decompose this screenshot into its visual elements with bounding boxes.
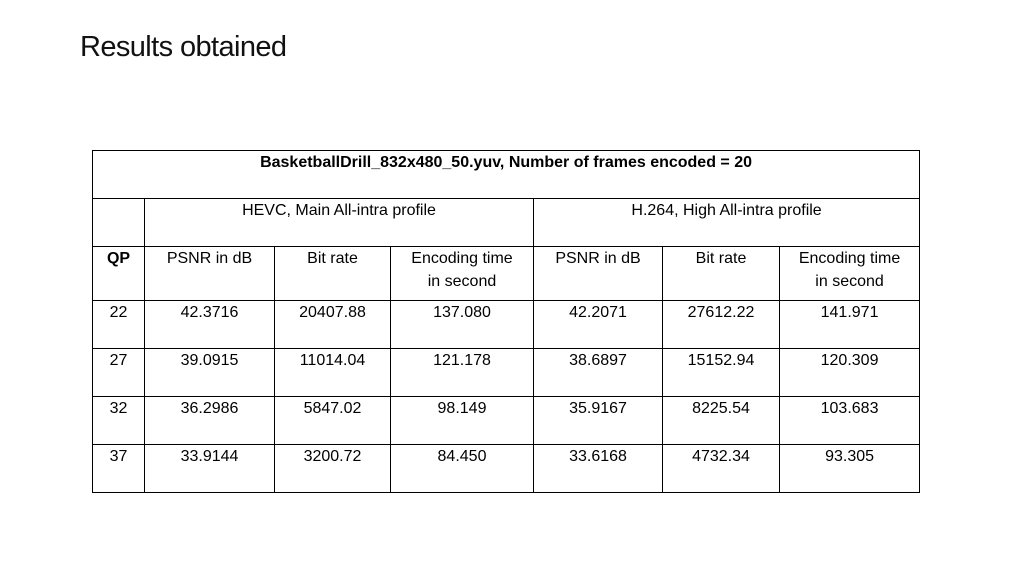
table-cell: 98.149 [390, 396, 534, 445]
table-cell: 36.2986 [144, 396, 275, 445]
table-cell: 103.683 [778, 396, 921, 445]
column-header-h264-bitrate: Bit rate [662, 246, 780, 301]
table-cell: 33.9144 [144, 444, 275, 493]
table-cell: 137.080 [390, 300, 534, 349]
group-header-hevc: HEVC, Main All-intra profile [144, 198, 534, 247]
column-header-row: QP PSNR in dB Bit rate Encoding time in … [92, 246, 921, 301]
table-cell: 4732.34 [662, 444, 780, 493]
results-table: BasketballDrill_832x480_50.yuv, Number o… [91, 150, 921, 493]
group-header-h264: H.264, High All-intra profile [532, 198, 921, 247]
table-row: 22 42.3716 20407.88 137.080 42.2071 2761… [92, 300, 921, 349]
column-header-hevc-psnr: PSNR in dB [144, 246, 275, 301]
qp-cell: 37 [92, 444, 145, 493]
table-cell: 3200.72 [274, 444, 391, 493]
table-cell: 42.3716 [144, 300, 275, 349]
column-header-hevc-bitrate: Bit rate [274, 246, 391, 301]
group-header-row: HEVC, Main All-intra profile H.264, High… [92, 198, 921, 247]
column-header-hevc-encoding-time: Encoding time in second [390, 246, 534, 301]
table-caption: BasketballDrill_832x480_50.yuv, Number o… [91, 150, 921, 199]
slide-title: Results obtained [80, 31, 287, 63]
table-cell: 8225.54 [662, 396, 780, 445]
qp-cell: 27 [92, 348, 145, 397]
empty-corner-cell [92, 198, 145, 247]
column-header-qp: QP [92, 246, 145, 301]
table-cell: 27612.22 [662, 300, 780, 349]
table-cell: 5847.02 [274, 396, 391, 445]
qp-cell: 32 [92, 396, 145, 445]
table-cell: 11014.04 [274, 348, 391, 397]
table-caption-row: BasketballDrill_832x480_50.yuv, Number o… [91, 150, 921, 199]
table-cell: 20407.88 [274, 300, 391, 349]
column-header-h264-encoding-time: Encoding time in second [778, 246, 921, 301]
column-header-h264-psnr: PSNR in dB [533, 246, 663, 301]
table-cell: 15152.94 [662, 348, 780, 397]
table-cell: 121.178 [390, 348, 534, 397]
table-cell: 42.2071 [533, 300, 663, 349]
table-cell: 93.305 [778, 444, 921, 493]
table-cell: 38.6897 [533, 348, 663, 397]
table-cell: 141.971 [778, 300, 921, 349]
table-row: 27 39.0915 11014.04 121.178 38.6897 1515… [92, 348, 921, 397]
table-cell: 84.450 [390, 444, 534, 493]
table-cell: 39.0915 [144, 348, 275, 397]
table-row: 32 36.2986 5847.02 98.149 35.9167 8225.5… [92, 396, 921, 445]
table-cell: 33.6168 [533, 444, 663, 493]
qp-cell: 22 [92, 300, 145, 349]
table-cell: 35.9167 [533, 396, 663, 445]
table-cell: 120.309 [778, 348, 921, 397]
table-row: 37 33.9144 3200.72 84.450 33.6168 4732.3… [92, 444, 921, 493]
